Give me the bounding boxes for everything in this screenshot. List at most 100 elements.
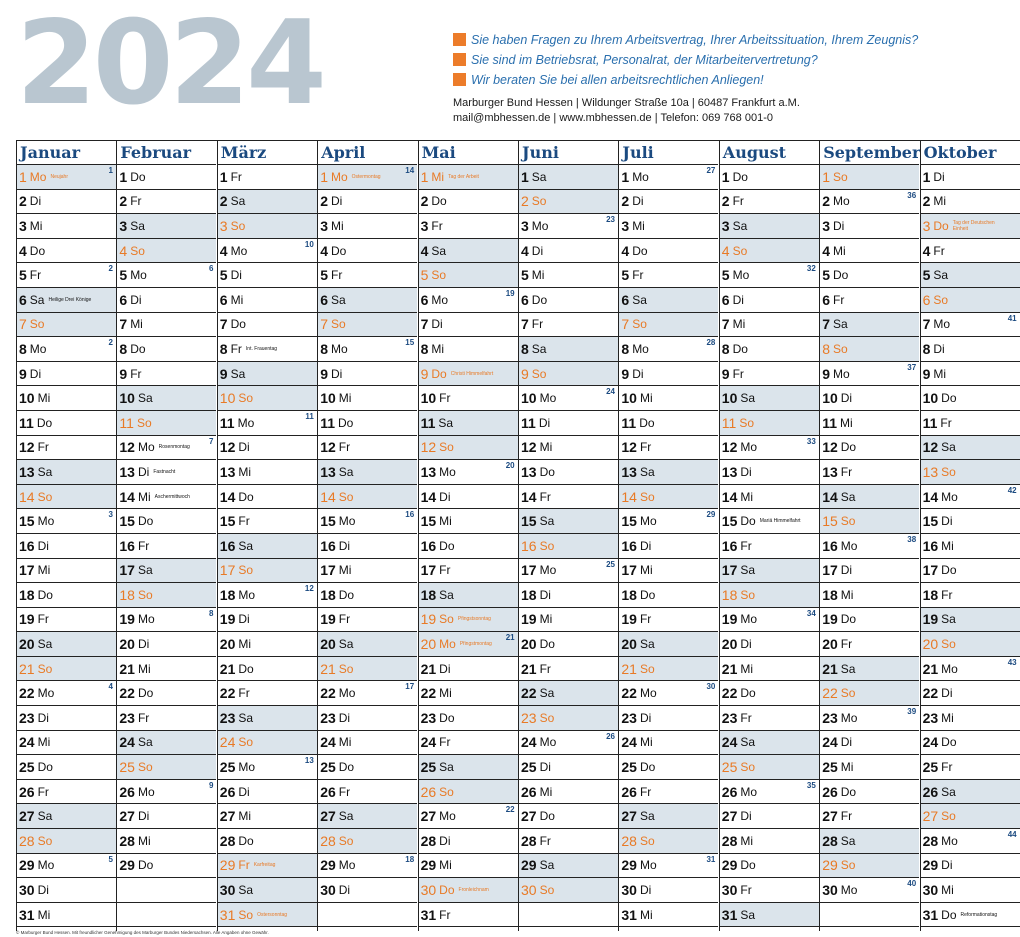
day-number: 31 bbox=[19, 906, 35, 923]
weekday-label: Mo bbox=[137, 440, 155, 455]
day-number: 21 bbox=[521, 660, 537, 677]
day-number: 15 bbox=[19, 513, 35, 530]
weekday-label: Sa bbox=[840, 661, 856, 676]
day-cell: 8 Di bbox=[920, 337, 1020, 362]
day-cell: 2 Fr bbox=[117, 190, 217, 215]
weekday-label: Fr bbox=[37, 784, 49, 799]
day-cell: 7 So bbox=[318, 312, 418, 338]
weekday-label: Do bbox=[130, 169, 146, 184]
day-cell: 18 Do bbox=[318, 583, 418, 608]
day-cell: 11 Di bbox=[519, 411, 618, 436]
weekday-label: Mi bbox=[431, 341, 445, 356]
day-number: 13 bbox=[621, 463, 637, 480]
day-cell: 27 Mi bbox=[217, 804, 317, 830]
holiday-note: Pfingstmontag bbox=[459, 641, 492, 648]
day-cell: 11 Do bbox=[318, 411, 418, 436]
week-number: 43 bbox=[1007, 657, 1017, 667]
day-number: 6 bbox=[521, 291, 529, 308]
day-number: 11 bbox=[721, 414, 737, 431]
day-cell: 27 Sa bbox=[318, 804, 418, 830]
day-number: 21 bbox=[721, 660, 738, 677]
contact-web: mail@mbhessen.de | www.mbhessen.de | Tel… bbox=[453, 112, 773, 124]
day-cell: 21 So bbox=[17, 656, 116, 682]
day-cell: 24 Mi bbox=[17, 731, 116, 756]
weekday-label: Sa bbox=[740, 563, 756, 578]
question-2: Sie sind im Betriebsrat, Personalrat, de… bbox=[453, 50, 1013, 70]
day-number: 3 bbox=[420, 217, 429, 234]
weekday-label: Fr bbox=[439, 907, 451, 922]
day-cell: 23 Fr bbox=[117, 706, 217, 731]
day-number: 31 bbox=[219, 906, 236, 923]
day-cell: 6 Sa bbox=[318, 287, 418, 313]
day-cell: 21 Mi bbox=[719, 657, 819, 682]
month-column: September 1 So 2 Mo 36 3 Di 4 Mi 5 Do 6 Fr 7 Sa 8 So 9 Mo 37… bbox=[819, 141, 920, 931]
weekday-label: Fr bbox=[639, 784, 652, 799]
day-cell: 14 Fr bbox=[519, 485, 618, 510]
day-cell: 26 Di bbox=[217, 780, 317, 805]
holiday-note: Reformationstag bbox=[960, 911, 998, 918]
weekday-label: Mo bbox=[740, 612, 758, 627]
day-number: 18 bbox=[219, 586, 236, 603]
day-cell: 1 Mo Ostermontag 14 bbox=[318, 165, 418, 190]
day-number: 6 bbox=[922, 291, 931, 308]
day-number: 22 bbox=[521, 685, 537, 702]
day-cell: 29 Sa bbox=[519, 853, 618, 879]
weekday-label: Mo bbox=[29, 341, 47, 356]
day-cell: 15 Fr bbox=[217, 509, 317, 534]
day-cell: 4 Do bbox=[318, 239, 418, 264]
week-number: 23 bbox=[606, 215, 615, 225]
day-number: 29 bbox=[922, 857, 939, 874]
day-number: 4 bbox=[621, 242, 630, 259]
day-cell: 22 Mo 17 bbox=[318, 681, 418, 707]
day-number: 14 bbox=[721, 488, 738, 505]
day-number: 20 bbox=[822, 636, 838, 653]
weekday-label: So bbox=[130, 243, 145, 258]
week-number: 8 bbox=[208, 608, 214, 618]
weekday-label: Mo bbox=[840, 538, 858, 553]
day-cell: 2 Do bbox=[418, 190, 518, 215]
day-cell: 11 Fr bbox=[920, 411, 1020, 436]
day-cell: 31 So Ostersonntag bbox=[217, 902, 317, 928]
weekday-label: Sa bbox=[338, 637, 354, 652]
day-number: 9 bbox=[621, 365, 630, 382]
week-number: 39 bbox=[907, 707, 917, 717]
day-number: 6 bbox=[219, 291, 228, 308]
weekday-label: Mo bbox=[330, 341, 348, 356]
holiday-note: Fronleichnam bbox=[458, 887, 489, 894]
day-number: 15 bbox=[420, 513, 437, 530]
day-cell: 25 Mi bbox=[820, 755, 920, 780]
day-cell: 13 So bbox=[920, 460, 1020, 485]
weekday-label: Do bbox=[840, 784, 857, 799]
weekday-label: So bbox=[539, 710, 555, 725]
month-header: Mai bbox=[418, 141, 518, 165]
day-number: 20 bbox=[521, 636, 537, 653]
day-number: 21 bbox=[420, 660, 437, 677]
holiday-note: Int. Frauentag bbox=[245, 345, 278, 352]
day-number: 19 bbox=[721, 611, 738, 628]
day-number: 11 bbox=[420, 414, 436, 431]
day-cell: 22 Mo 4 bbox=[17, 681, 116, 707]
weekday-label: Sa bbox=[37, 637, 53, 652]
day-number: 14 bbox=[521, 488, 537, 505]
day-cell: 4 Do bbox=[619, 239, 719, 264]
weekday-label: Fr bbox=[137, 710, 150, 725]
weekday-label: So bbox=[338, 489, 354, 504]
day-cell: 7 Mo 41 bbox=[920, 313, 1020, 338]
day-number: 23 bbox=[219, 709, 236, 726]
day-cell: 8 Mi bbox=[418, 337, 518, 362]
weekday-label: Fr bbox=[832, 292, 845, 307]
day-number: 7 bbox=[219, 316, 228, 333]
weekday-label: Mi bbox=[840, 587, 854, 602]
weekday-label: Fr bbox=[732, 194, 744, 209]
day-number: 25 bbox=[19, 759, 35, 776]
day-cell: 15 Mo 16 bbox=[318, 509, 418, 534]
day-number: 16 bbox=[721, 537, 738, 554]
day-cell: 16 Mo 38 bbox=[820, 534, 920, 559]
day-cell: 3 Mi bbox=[318, 214, 418, 239]
month-column: Mai 1 Mi Tag der Arbeit 2 Do 3 Fr 4 Sa 5 So 6 Mo 19 7 Di… bbox=[417, 141, 518, 931]
day-cell: 8 Mo 28 bbox=[619, 337, 719, 362]
weekday-label: Fr bbox=[539, 489, 551, 504]
day-cell: 22 Do bbox=[719, 681, 819, 707]
day-number: 29 bbox=[521, 857, 537, 874]
day-number: 18 bbox=[621, 586, 637, 603]
